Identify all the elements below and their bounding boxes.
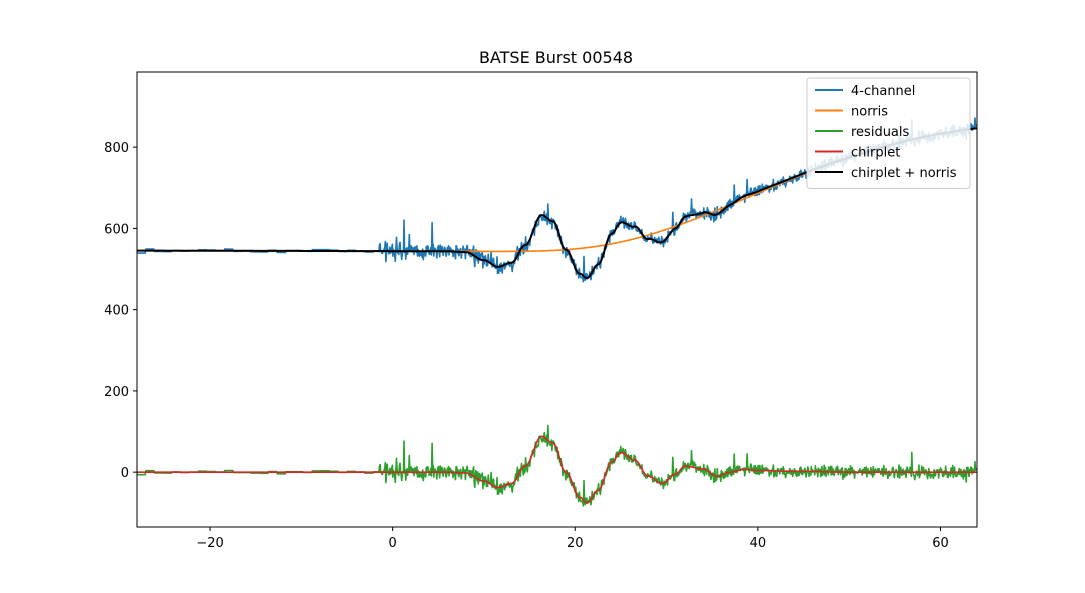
legend: 4-channel norris residuals chirplet chirplet…: [806, 77, 971, 189]
legend-label: 4-channel: [851, 84, 915, 99]
series-line-chirplet: [137, 435, 977, 504]
plot-frame: [136, 71, 978, 528]
legend-label: chirplet: [851, 146, 900, 161]
y-tick-label: 0: [121, 466, 129, 481]
y-axis: 0 200 400 600 800: [104, 141, 137, 481]
x-tick-label: 60: [932, 536, 949, 551]
y-tick-label: 600: [104, 222, 129, 237]
x-tick-label: 40: [750, 536, 767, 551]
legend-label: norris: [851, 105, 888, 120]
y-tick-label: 400: [104, 304, 129, 319]
chart-title: BATSE Burst 00548: [479, 48, 633, 67]
x-tick-label: 20: [567, 536, 584, 551]
y-tick-label: 200: [104, 385, 129, 400]
x-axis: −20 0 20 40 60: [196, 527, 949, 551]
y-tick-label: 800: [104, 141, 129, 156]
legend-label: chirplet + norris: [851, 166, 957, 181]
x-tick-label: 0: [389, 536, 397, 551]
x-tick-label: −20: [196, 536, 223, 551]
legend-box: [806, 77, 971, 189]
legend-label: residuals: [851, 125, 910, 140]
